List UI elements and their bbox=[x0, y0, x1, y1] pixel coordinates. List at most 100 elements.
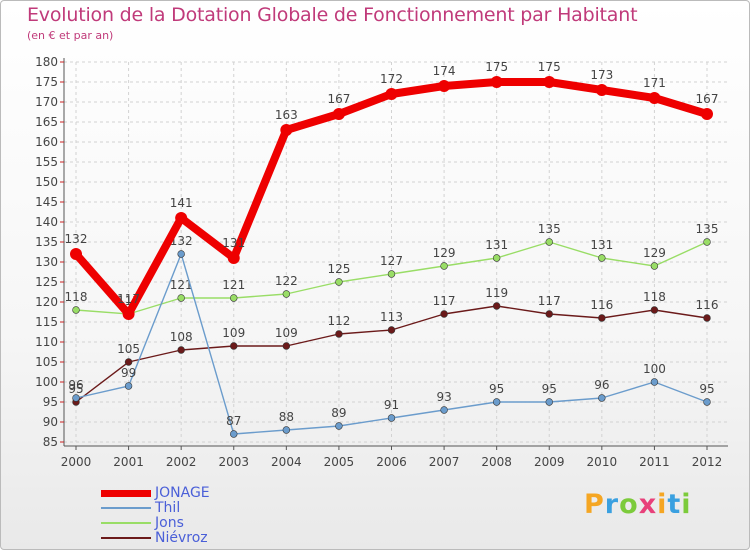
data-label: 132 bbox=[65, 232, 88, 246]
y-tick-label: 155 bbox=[35, 155, 58, 169]
legend-swatch bbox=[101, 537, 151, 539]
x-tick-label: 2007 bbox=[429, 455, 460, 469]
x-tick-label: 2012 bbox=[692, 455, 723, 469]
data-point bbox=[72, 306, 80, 314]
data-label: 105 bbox=[117, 342, 140, 356]
data-label: 112 bbox=[327, 314, 350, 328]
y-tick-label: 175 bbox=[35, 75, 58, 89]
x-tick-label: 2000 bbox=[61, 455, 92, 469]
data-point bbox=[598, 254, 606, 262]
y-tick-label: 90 bbox=[43, 415, 58, 429]
grid-lines bbox=[64, 61, 728, 443]
data-label: 167 bbox=[327, 92, 350, 106]
data-point bbox=[650, 262, 659, 270]
logo-letter: r bbox=[604, 489, 620, 520]
data-label: 95 bbox=[489, 382, 504, 396]
data-point bbox=[335, 330, 343, 338]
data-label: 129 bbox=[433, 246, 456, 260]
data-point bbox=[122, 308, 135, 320]
x-tick-label: 2011 bbox=[639, 455, 670, 469]
data-point bbox=[387, 270, 396, 278]
data-label: 175 bbox=[538, 60, 561, 74]
data-point bbox=[703, 398, 711, 406]
legend-item-jonage: JONAGE bbox=[101, 486, 210, 500]
data-point bbox=[230, 430, 238, 438]
data-label: 175 bbox=[485, 60, 508, 74]
data-label: 172 bbox=[380, 72, 403, 86]
series-jonage: 132 117 141 131 163 167 172 174 175 175 173 171 167 bbox=[65, 60, 719, 320]
logo-letter: o bbox=[619, 489, 639, 520]
data-point bbox=[492, 302, 501, 310]
data-label: 167 bbox=[696, 92, 719, 106]
data-point bbox=[72, 394, 80, 402]
data-point bbox=[648, 92, 661, 104]
data-label: 173 bbox=[590, 68, 613, 82]
data-point bbox=[230, 342, 238, 350]
data-label: 135 bbox=[538, 222, 561, 236]
y-tick-label: 150 bbox=[35, 175, 58, 189]
x-tick-label: 2009 bbox=[534, 455, 565, 469]
y-tick-label: 105 bbox=[35, 355, 58, 369]
y-tick-label: 120 bbox=[35, 295, 58, 309]
data-point bbox=[703, 238, 711, 246]
y-tick-label: 100 bbox=[35, 375, 58, 389]
data-label: 109 bbox=[275, 326, 298, 340]
data-label: 131 bbox=[485, 238, 508, 252]
data-point bbox=[332, 108, 345, 120]
data-point bbox=[492, 254, 501, 262]
data-label: 109 bbox=[222, 326, 245, 340]
proxiti-logo: Proxiti bbox=[584, 489, 692, 520]
data-point bbox=[650, 306, 659, 314]
data-label: 100 bbox=[643, 362, 666, 376]
y-tick-label: 170 bbox=[35, 95, 58, 109]
legend-item-thil: Thil bbox=[101, 501, 180, 515]
data-label: 93 bbox=[436, 390, 451, 404]
data-point bbox=[438, 80, 451, 92]
chart-title: Evolution de la Dotation Globale de Fonc… bbox=[27, 4, 638, 26]
data-label: 96 bbox=[594, 378, 609, 392]
x-tick-label: 2006 bbox=[376, 455, 407, 469]
data-label: 99 bbox=[121, 366, 136, 380]
data-label: 96 bbox=[68, 378, 83, 392]
y-tick-label: 145 bbox=[35, 195, 58, 209]
data-label: 117 bbox=[538, 294, 561, 308]
data-point bbox=[335, 278, 343, 286]
legend-swatch bbox=[101, 507, 151, 509]
data-point bbox=[440, 262, 448, 270]
chart-subtitle: (en € et par an) bbox=[27, 29, 114, 42]
logo-letter: t bbox=[667, 489, 682, 520]
y-tick-label: 85 bbox=[43, 435, 58, 449]
data-label: 91 bbox=[384, 398, 399, 412]
data-label: 125 bbox=[327, 262, 350, 276]
data-point bbox=[387, 414, 396, 422]
data-point bbox=[545, 310, 553, 318]
y-tick-label: 135 bbox=[35, 235, 58, 249]
data-label: 87 bbox=[226, 414, 241, 428]
x-tick-label: 2002 bbox=[166, 455, 197, 469]
data-point bbox=[440, 406, 448, 414]
data-label: 95 bbox=[68, 382, 83, 396]
logo-letter: P bbox=[584, 489, 605, 520]
data-label: 95 bbox=[699, 382, 714, 396]
data-point bbox=[124, 358, 133, 366]
data-point bbox=[545, 398, 553, 406]
data-label: 89 bbox=[331, 406, 346, 420]
data-point bbox=[282, 290, 291, 298]
data-label: 141 bbox=[170, 196, 193, 210]
x-tick-label: 2001 bbox=[113, 455, 144, 469]
data-point bbox=[440, 310, 448, 318]
data-point bbox=[282, 342, 291, 350]
data-label: 122 bbox=[275, 274, 298, 288]
x-tick-label: 2003 bbox=[218, 455, 249, 469]
data-point bbox=[598, 394, 606, 402]
data-point bbox=[650, 378, 659, 386]
data-label: 116 bbox=[696, 298, 719, 312]
y-tick-label: 125 bbox=[35, 275, 58, 289]
y-tick-label: 110 bbox=[35, 335, 58, 349]
data-point bbox=[703, 314, 711, 322]
data-label: 129 bbox=[643, 246, 666, 260]
data-label: 121 bbox=[170, 278, 193, 292]
data-label: 108 bbox=[170, 330, 193, 344]
legend-swatch bbox=[101, 489, 151, 497]
